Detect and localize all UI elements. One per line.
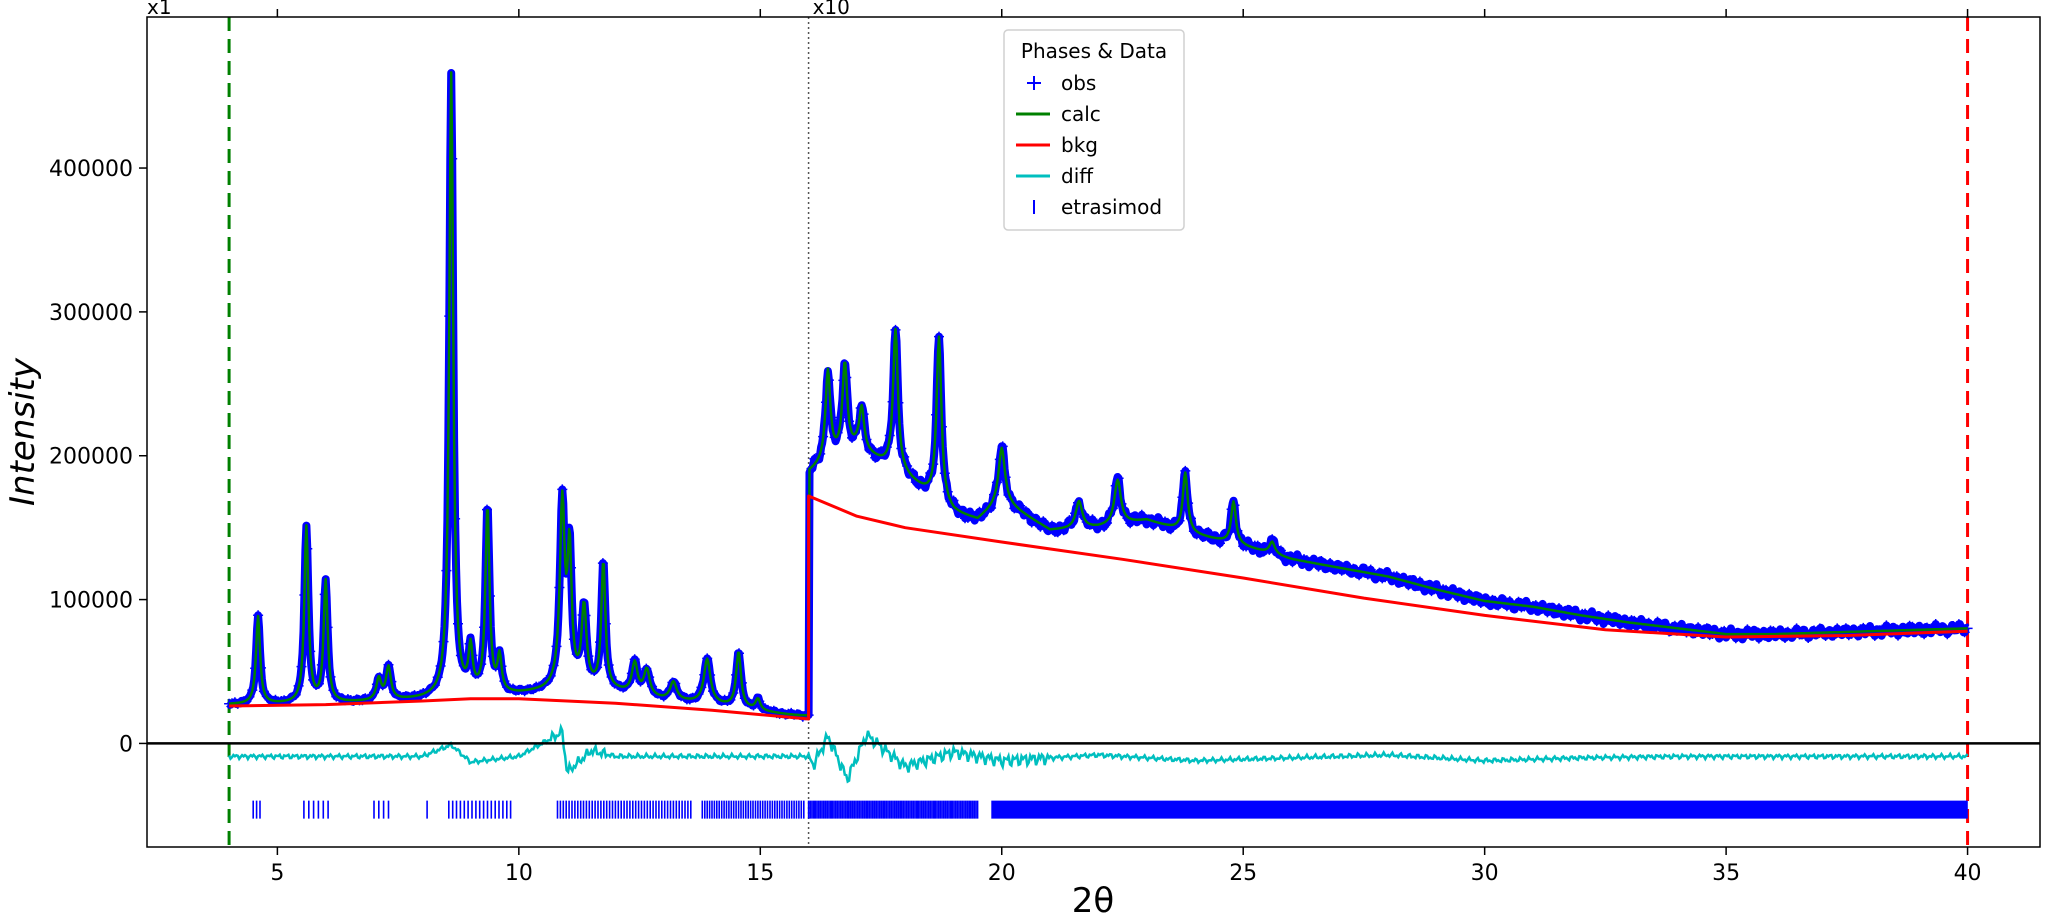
y-tick-label-200000: 200000 [49,445,133,470]
series-bkg [229,494,1968,721]
legend-title: Phases & Data [1021,39,1167,63]
bkg-line [229,494,1968,721]
legend-obs-marker [1027,76,1041,90]
x-tick-label-5: 5 [270,861,284,886]
scale-label-x1: x1 [147,0,172,19]
calc-line [228,71,1968,717]
legend-diff-label: diff [1061,164,1094,188]
y-tick-label-400000: 400000 [49,157,133,182]
scale-label-x10: x10 [813,0,850,19]
x-tick-label-20: 20 [988,861,1016,886]
legend-entry-etrasimod: etrasimod [1033,195,1162,219]
x-tick-label-35: 35 [1712,861,1740,886]
series-calc [228,71,1968,717]
x-tick-label-15: 15 [746,861,774,886]
series-diff [227,723,1969,784]
x-tick-label-40: 40 [1954,861,1982,886]
reflection-tick-marks [252,800,1968,819]
legend-entry-obs: obs [1027,71,1096,95]
legend-entry-calc: calc [1016,102,1101,126]
x-tick-label-30: 30 [1471,861,1499,886]
y-axis-title: Intensity [3,357,43,506]
x-tick-label-10: 10 [505,861,533,886]
legend-obs-label: obs [1061,71,1096,95]
y-tick-label-0: 0 [119,732,133,757]
y-tick-label-100000: 100000 [49,589,133,614]
legend-bkg-label: bkg [1061,133,1098,157]
legend-box [1003,29,1185,231]
x-tick-label-25: 25 [1229,861,1257,886]
axes: 5 10 15 20 25 30 35 40 0 100000 200000 300000 400000 [49,9,1982,886]
y-tick-label-300000: 300000 [49,301,133,326]
legend-entry-diff: diff [1016,164,1094,188]
reflection-ticks [252,800,1968,819]
legend-calc-label: calc [1061,102,1101,126]
legend-etrasimod-label: etrasimod [1061,195,1162,219]
x-axis-title: 2θ [1072,881,1114,921]
legend-entry-bkg: bkg [1016,133,1098,157]
legend: Phases & Data obs calc bkg diff etrasimo… [1003,29,1185,231]
plot-frame [146,16,2041,848]
diff-line [227,723,1969,784]
